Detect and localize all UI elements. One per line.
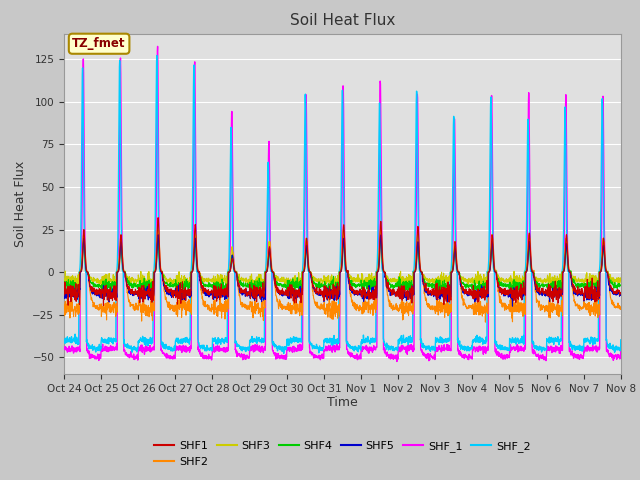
SHF3	[371, 278, 379, 284]
Line: SHF_2: SHF_2	[64, 56, 621, 353]
SHF4	[60, 287, 68, 292]
SHF5	[60, 292, 68, 298]
SHF2	[617, 305, 625, 311]
SHF5	[568, 282, 576, 288]
SHF2	[371, 302, 379, 308]
SHF5	[509, 303, 516, 309]
Line: SHF3: SHF3	[64, 225, 621, 292]
SHF_2	[280, 350, 287, 356]
SHF_2	[617, 337, 625, 343]
X-axis label: Time: Time	[327, 396, 358, 408]
Line: SHF4: SHF4	[64, 238, 621, 296]
SHF4	[588, 293, 596, 299]
SHF2	[584, 301, 591, 307]
SHF5	[359, 290, 367, 296]
SHF3	[568, 275, 576, 280]
SHF1	[584, 289, 591, 295]
SHF5	[584, 296, 591, 302]
SHF_2	[216, 336, 223, 342]
SHF4	[504, 283, 512, 289]
SHF_2	[60, 338, 68, 344]
SHF2	[481, 319, 489, 325]
SHF_1	[505, 354, 513, 360]
SHF3	[216, 276, 223, 282]
SHF4	[371, 284, 379, 290]
SHF_1	[371, 344, 379, 350]
SHF1	[154, 215, 162, 220]
Line: SHF_1: SHF_1	[64, 47, 621, 361]
SHF4	[154, 235, 162, 241]
Text: TZ_fmet: TZ_fmet	[72, 37, 126, 50]
SHF4	[568, 276, 575, 282]
SHF_1	[584, 346, 591, 352]
SHF_2	[568, 345, 576, 351]
SHF2	[154, 227, 162, 233]
SHF1	[505, 291, 513, 297]
SHF_2	[359, 337, 367, 343]
SHF2	[60, 301, 68, 307]
SHF2	[505, 306, 513, 312]
SHF1	[60, 292, 68, 298]
SHF5	[371, 295, 379, 300]
SHF3	[154, 222, 161, 228]
SHF_2	[505, 346, 513, 351]
Title: Soil Heat Flux: Soil Heat Flux	[290, 13, 395, 28]
Legend: SHF1, SHF2, SHF3, SHF4, SHF5, SHF_1, SHF_2: SHF1, SHF2, SHF3, SHF4, SHF5, SHF_1, SHF…	[150, 437, 535, 471]
SHF1	[617, 290, 625, 296]
SHF3	[359, 279, 367, 285]
SHF_1	[393, 359, 401, 364]
SHF2	[568, 282, 576, 288]
SHF4	[359, 281, 367, 287]
SHF_1	[617, 346, 625, 352]
SHF_2	[584, 335, 591, 341]
SHF_1	[568, 348, 576, 354]
Line: SHF1: SHF1	[64, 217, 621, 306]
SHF_1	[359, 344, 367, 349]
Line: SHF5: SHF5	[64, 235, 621, 306]
SHF4	[216, 285, 223, 290]
SHF5	[504, 294, 512, 300]
SHF3	[617, 278, 625, 284]
SHF1	[371, 294, 379, 300]
SHF_1	[216, 348, 223, 354]
SHF3	[584, 281, 591, 287]
SHF_2	[153, 53, 161, 59]
SHF_1	[60, 346, 68, 351]
SHF4	[617, 283, 625, 288]
SHF_1	[154, 44, 161, 49]
SHF3	[60, 282, 68, 288]
SHF4	[584, 280, 591, 286]
SHF5	[216, 292, 223, 298]
SHF1	[100, 303, 108, 309]
SHF1	[359, 287, 367, 292]
Y-axis label: Soil Heat Flux: Soil Heat Flux	[13, 161, 27, 247]
SHF1	[216, 294, 223, 300]
SHF5	[617, 291, 625, 297]
SHF3	[505, 278, 513, 284]
SHF2	[216, 308, 223, 313]
SHF_2	[371, 337, 379, 343]
SHF3	[253, 289, 261, 295]
Line: SHF2: SHF2	[64, 230, 621, 322]
SHF1	[568, 278, 576, 284]
SHF5	[154, 232, 162, 238]
SHF2	[359, 311, 367, 316]
